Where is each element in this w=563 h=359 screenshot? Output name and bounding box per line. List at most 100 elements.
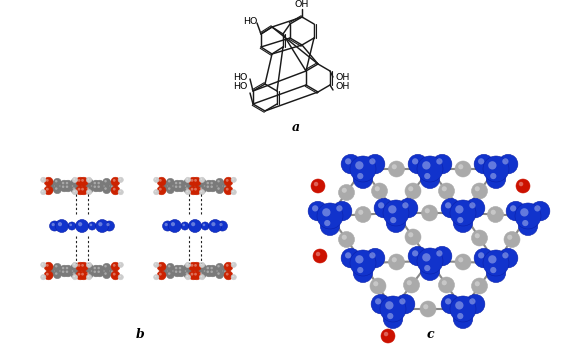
Circle shape	[155, 263, 157, 265]
Text: OH: OH	[335, 73, 350, 81]
Circle shape	[110, 269, 118, 277]
Circle shape	[81, 179, 84, 182]
Circle shape	[198, 271, 206, 279]
Circle shape	[154, 275, 159, 280]
Circle shape	[102, 186, 110, 194]
Circle shape	[224, 271, 233, 280]
Circle shape	[111, 270, 114, 273]
Circle shape	[66, 182, 68, 184]
Circle shape	[175, 186, 177, 188]
Circle shape	[453, 309, 473, 328]
Circle shape	[79, 262, 88, 271]
Circle shape	[222, 269, 230, 277]
Circle shape	[167, 178, 175, 186]
Circle shape	[53, 264, 61, 271]
Circle shape	[52, 223, 55, 226]
Circle shape	[510, 205, 516, 211]
Circle shape	[381, 329, 395, 343]
Circle shape	[308, 201, 328, 221]
Circle shape	[48, 186, 51, 188]
Circle shape	[199, 177, 205, 182]
Circle shape	[200, 276, 202, 277]
Circle shape	[113, 264, 115, 267]
Circle shape	[420, 301, 436, 317]
Text: HO: HO	[234, 82, 248, 91]
Circle shape	[232, 263, 234, 265]
Circle shape	[198, 186, 206, 194]
Circle shape	[471, 278, 488, 294]
Circle shape	[405, 229, 421, 245]
Circle shape	[102, 271, 110, 279]
Circle shape	[186, 187, 188, 190]
Circle shape	[466, 294, 485, 314]
Circle shape	[498, 154, 518, 174]
Circle shape	[422, 253, 431, 261]
Circle shape	[439, 277, 454, 293]
Circle shape	[73, 263, 75, 265]
Circle shape	[73, 272, 75, 275]
Circle shape	[191, 222, 195, 226]
Circle shape	[161, 186, 164, 188]
Circle shape	[168, 265, 171, 267]
Circle shape	[224, 186, 227, 188]
Circle shape	[90, 224, 92, 226]
Circle shape	[191, 264, 194, 267]
Circle shape	[189, 186, 198, 195]
Circle shape	[355, 206, 371, 223]
Circle shape	[313, 249, 327, 263]
Circle shape	[71, 264, 79, 271]
Circle shape	[75, 219, 88, 233]
Circle shape	[184, 271, 192, 279]
Circle shape	[474, 248, 494, 268]
Circle shape	[182, 224, 185, 226]
Circle shape	[96, 219, 109, 233]
Circle shape	[199, 190, 205, 195]
Circle shape	[488, 206, 503, 223]
Circle shape	[470, 202, 476, 209]
Circle shape	[104, 221, 114, 231]
Circle shape	[78, 269, 86, 277]
Circle shape	[119, 191, 121, 192]
Circle shape	[118, 177, 123, 182]
Circle shape	[47, 180, 55, 188]
Circle shape	[216, 186, 224, 194]
Circle shape	[66, 267, 68, 269]
Circle shape	[168, 219, 181, 233]
Circle shape	[453, 213, 473, 233]
Circle shape	[79, 267, 82, 269]
Circle shape	[119, 276, 121, 277]
Circle shape	[471, 183, 488, 199]
Circle shape	[483, 156, 509, 182]
Circle shape	[44, 262, 53, 271]
Circle shape	[387, 313, 394, 319]
Circle shape	[365, 248, 385, 268]
Circle shape	[406, 280, 412, 285]
Circle shape	[164, 223, 168, 226]
Circle shape	[102, 264, 110, 271]
Circle shape	[209, 184, 217, 192]
Circle shape	[62, 270, 64, 273]
Circle shape	[383, 200, 409, 226]
Circle shape	[194, 273, 197, 276]
Circle shape	[191, 265, 199, 273]
Circle shape	[338, 185, 355, 200]
Circle shape	[157, 177, 166, 186]
Circle shape	[312, 205, 318, 211]
Circle shape	[185, 262, 191, 267]
Circle shape	[217, 180, 220, 182]
Circle shape	[78, 264, 81, 267]
Circle shape	[380, 296, 406, 322]
Circle shape	[64, 180, 72, 188]
Circle shape	[350, 156, 376, 182]
Circle shape	[76, 271, 84, 280]
Circle shape	[175, 182, 177, 184]
Circle shape	[194, 179, 197, 182]
Circle shape	[341, 248, 361, 268]
Circle shape	[157, 186, 166, 195]
Circle shape	[222, 265, 230, 273]
Circle shape	[73, 191, 75, 192]
Circle shape	[216, 271, 224, 279]
Circle shape	[191, 180, 199, 188]
Circle shape	[62, 186, 64, 188]
Circle shape	[73, 180, 75, 182]
